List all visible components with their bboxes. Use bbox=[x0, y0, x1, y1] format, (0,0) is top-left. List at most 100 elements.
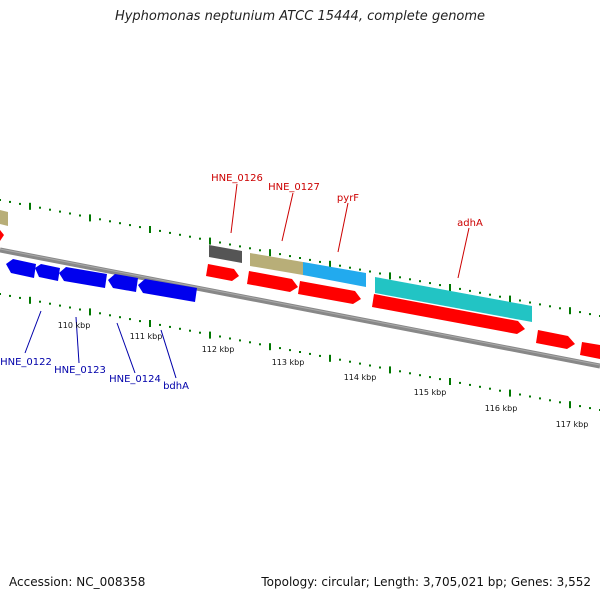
lower-track-tick bbox=[119, 316, 121, 319]
label-leaders bbox=[24, 183, 470, 379]
lower-track-tick bbox=[339, 358, 341, 361]
scale-label-114: 114 kbp bbox=[344, 373, 377, 382]
feature-tan-left bbox=[0, 210, 8, 226]
lower-track-tick bbox=[509, 389, 511, 397]
upper-track-tick bbox=[309, 258, 311, 261]
upper-track-tick bbox=[339, 264, 341, 267]
lower-track-tick bbox=[309, 352, 311, 355]
upper-track-tick bbox=[499, 295, 501, 298]
upper-track-tick bbox=[29, 202, 31, 210]
lower-track-tick bbox=[489, 387, 491, 390]
forward-gene-next-1 bbox=[536, 330, 575, 349]
rrna-hne-0127 bbox=[250, 253, 303, 275]
leader-pyrf bbox=[337, 202, 349, 253]
upper-track-tick bbox=[349, 266, 351, 269]
lower-track-tick bbox=[579, 405, 581, 408]
forward-gene-hne-0127 bbox=[247, 271, 298, 292]
upper-track-tick bbox=[439, 284, 441, 287]
scale-label-116: 116 kbp bbox=[485, 404, 518, 413]
upper-track-tick bbox=[209, 237, 211, 245]
scale-label-113: 113 kbp bbox=[272, 358, 305, 367]
lower-track-tick bbox=[99, 312, 101, 315]
upper-track-tick bbox=[179, 233, 181, 236]
lower-track-tick bbox=[559, 401, 561, 404]
lower-track-tick bbox=[9, 294, 11, 297]
gene-label-hne-0127: HNE_0127 bbox=[268, 182, 320, 193]
forward-gene-pyrf bbox=[298, 281, 361, 304]
lower-track-tick bbox=[189, 329, 191, 332]
genome-stats-text: Topology: circular; Length: 3,705,021 bp… bbox=[261, 575, 591, 589]
upper-track-tick bbox=[199, 237, 201, 240]
upper-track-tick bbox=[409, 278, 411, 281]
reverse-gene-bdha bbox=[138, 279, 197, 302]
upper-track-tick bbox=[549, 305, 551, 308]
forward-gene-next-2 bbox=[580, 342, 600, 359]
lower-track-tick bbox=[129, 318, 131, 321]
lower-track-tick bbox=[379, 366, 381, 369]
lower-track-tick bbox=[359, 362, 361, 365]
lower-track-tick bbox=[449, 378, 451, 385]
upper-track-tick bbox=[89, 214, 91, 222]
reverse-gene-x bbox=[108, 274, 138, 292]
lower-track-tick bbox=[459, 381, 461, 384]
upper-track-tick bbox=[589, 313, 591, 316]
upper-track-tick bbox=[229, 243, 231, 246]
reverse-gene-hne-0123 bbox=[35, 264, 60, 281]
lower-track-tick bbox=[199, 331, 201, 334]
upper-track-tick bbox=[39, 206, 41, 209]
lower-track-tick bbox=[529, 395, 531, 398]
upper-track-tick bbox=[69, 212, 71, 215]
upper-track-tick bbox=[329, 260, 331, 268]
lower-track-tick bbox=[259, 343, 261, 346]
lower-track-tick bbox=[439, 378, 441, 381]
leader-adha bbox=[457, 227, 470, 279]
upper-track-tick bbox=[9, 200, 11, 203]
lower-track-tick bbox=[89, 308, 91, 316]
leader-hne-0127 bbox=[281, 192, 294, 242]
genome-backbone bbox=[0, 247, 600, 369]
upper-track-tick bbox=[289, 255, 291, 258]
upper-track-tick bbox=[359, 268, 361, 271]
lower-track-tick bbox=[109, 314, 111, 317]
upper-track-tick bbox=[519, 299, 521, 302]
lower-track-tick bbox=[39, 300, 41, 303]
lower-track-tick bbox=[479, 385, 481, 388]
upper-track-tick bbox=[579, 311, 581, 314]
trna-hne-0126 bbox=[209, 245, 242, 263]
upper-track-tick bbox=[489, 293, 491, 296]
upper-track-tick bbox=[269, 249, 271, 257]
lower-track-tick bbox=[329, 354, 331, 362]
upper-track-tick bbox=[529, 301, 531, 304]
upper-track-tick bbox=[479, 291, 481, 294]
scale-label-117: 117 kbp bbox=[556, 420, 589, 429]
lower-track-tick bbox=[219, 335, 221, 338]
lower-track-tick bbox=[279, 347, 281, 350]
lower-track-tick bbox=[169, 325, 171, 328]
lower-track-tick bbox=[149, 320, 151, 327]
reverse-gene-hne-0124 bbox=[59, 267, 107, 288]
lower-track-tick bbox=[239, 339, 241, 342]
lower-track-tick bbox=[469, 383, 471, 386]
upper-track-tick bbox=[159, 229, 161, 232]
accession-text: Accession: NC_008358 bbox=[9, 575, 146, 589]
upper-track-tick bbox=[559, 307, 561, 310]
leader-hne-0124 bbox=[116, 322, 136, 374]
gene-label-bdha: bdhA bbox=[163, 381, 189, 392]
lower-track-tick bbox=[539, 397, 541, 400]
upper-track-tick bbox=[509, 295, 511, 303]
lower-track-tick bbox=[299, 351, 301, 353]
upper-track-tick bbox=[369, 270, 371, 273]
lower-track-tick bbox=[369, 364, 371, 367]
lower-track-tick bbox=[229, 337, 231, 340]
upper-track-tick bbox=[49, 208, 51, 211]
upper-track-tick bbox=[429, 282, 431, 285]
upper-track-tick bbox=[419, 280, 421, 283]
upper-track-tick bbox=[219, 241, 221, 244]
upper-track-tick bbox=[19, 202, 21, 205]
upper-track-tick bbox=[169, 231, 171, 234]
scale-label-112: 112 kbp bbox=[202, 345, 235, 354]
upper-track-tick bbox=[399, 276, 401, 279]
upper-track-tick bbox=[469, 289, 471, 292]
lower-track-tick bbox=[139, 320, 141, 323]
scale-label-110: 110 kbp bbox=[58, 321, 91, 330]
